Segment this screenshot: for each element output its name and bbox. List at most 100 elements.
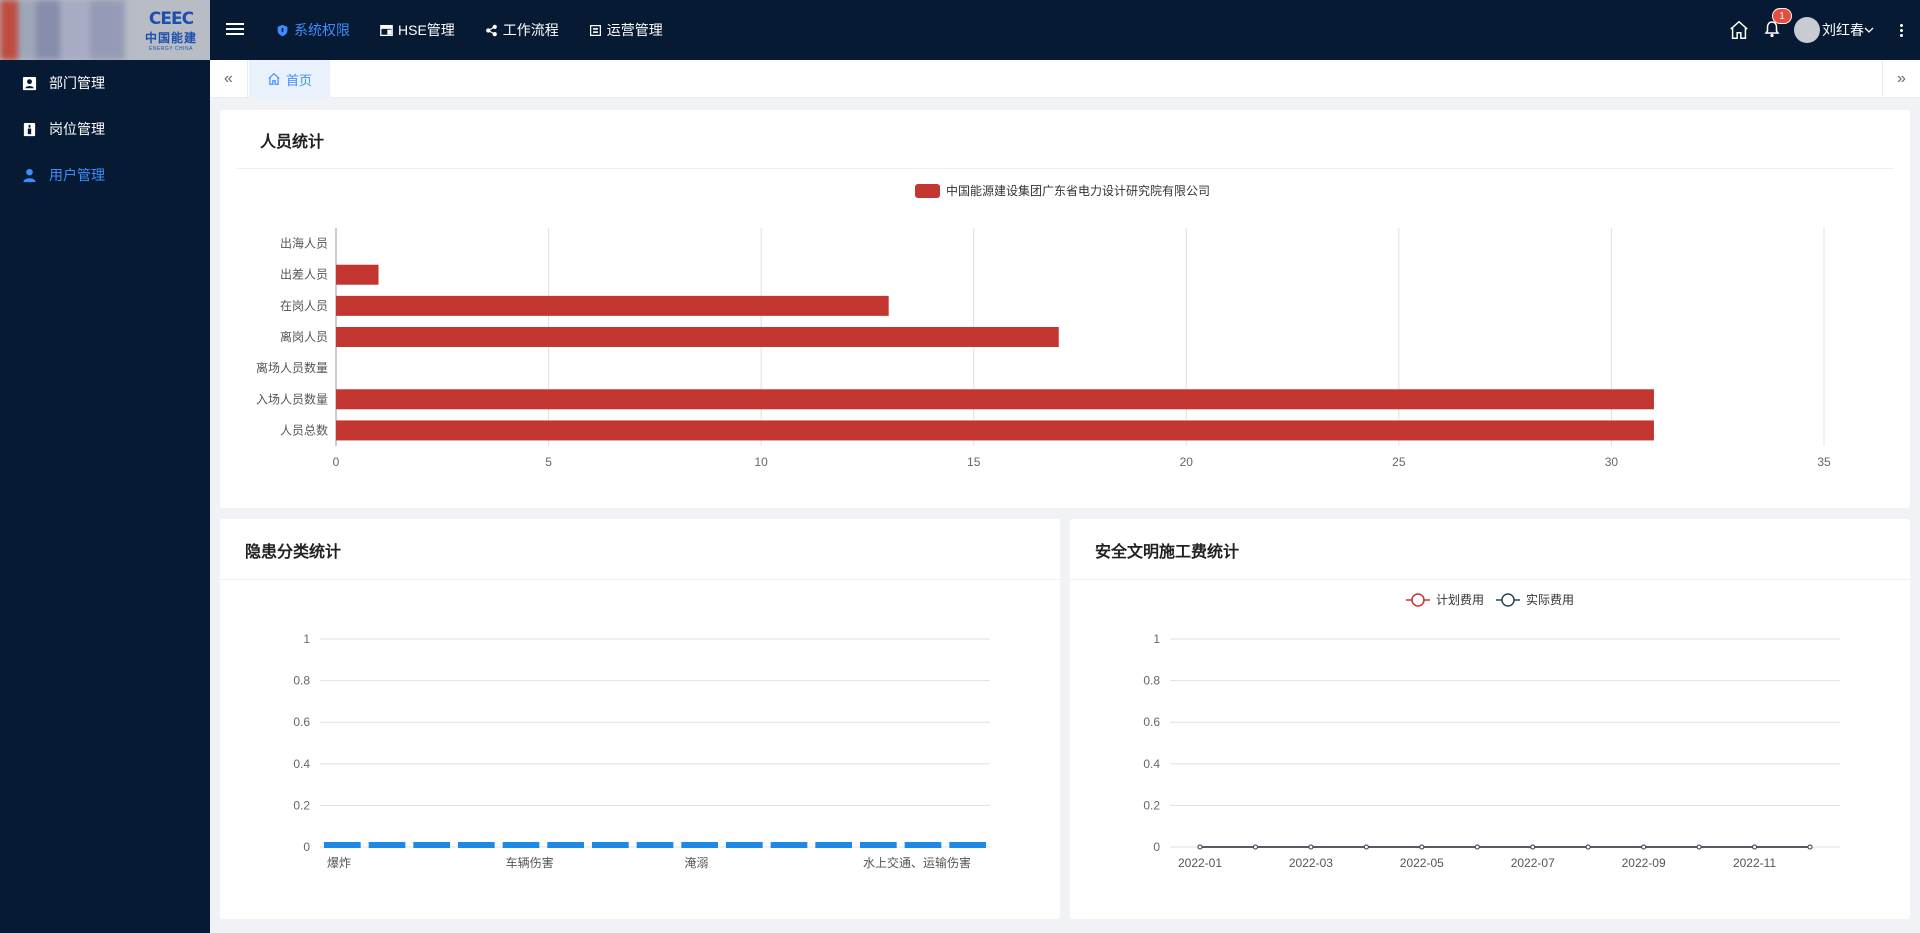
nav-item-label: 工作流程 bbox=[502, 22, 559, 38]
y-category-label: 出海人员 bbox=[280, 236, 328, 251]
sidebar-item-label: 岗位管理 bbox=[49, 121, 105, 137]
x-category-label: 车辆伤害 bbox=[506, 855, 554, 870]
tab-label: 首页 bbox=[286, 72, 313, 88]
bar bbox=[324, 842, 361, 848]
x-tick-label: 2022-07 bbox=[1511, 856, 1555, 870]
calendar-icon bbox=[589, 24, 601, 36]
y-tick-label: 0.8 bbox=[1143, 674, 1160, 688]
nav-item-system-permissions[interactable]: 系统权限 bbox=[276, 20, 350, 40]
data-point bbox=[1530, 844, 1536, 850]
y-tick-label: 0 bbox=[1153, 840, 1160, 854]
data-point bbox=[1308, 844, 1314, 850]
home-icon bbox=[268, 72, 280, 85]
x-tick-label: 10 bbox=[754, 455, 768, 469]
bar bbox=[636, 842, 674, 848]
position-icon bbox=[23, 122, 36, 136]
username: 刘红春 bbox=[1822, 22, 1864, 38]
nav-item-workflow[interactable]: 工作流程 bbox=[485, 20, 559, 40]
y-tick-label: 0.4 bbox=[1143, 757, 1160, 771]
bar bbox=[336, 295, 889, 316]
x-tick-label: 20 bbox=[1180, 455, 1194, 469]
card-title: 人员统计 bbox=[260, 134, 325, 151]
y-tick-label: 1 bbox=[303, 632, 310, 646]
share-icon bbox=[485, 24, 497, 36]
user-icon bbox=[23, 168, 36, 182]
y-tick-label: 0.2 bbox=[293, 798, 310, 812]
tabs-scroll-left-icon[interactable]: « bbox=[210, 60, 248, 98]
y-tick-label: 0.8 bbox=[293, 674, 310, 688]
divider bbox=[220, 579, 1060, 580]
personnel-bar-chart: 中国能源建设集团广东省电力设计研究院有限公司 0 5 10 15 20 25 30 35 出海人员… bbox=[256, 183, 1831, 469]
top-nav: 系统权限 HSE管理 工作流程 运营管理 bbox=[276, 0, 693, 60]
divider bbox=[1070, 579, 1910, 580]
bar bbox=[726, 842, 763, 848]
y-category-label: 离岗人员 bbox=[280, 329, 328, 344]
sidebar-item-label: 部门管理 bbox=[49, 75, 105, 91]
x-category-label: 爆炸 bbox=[327, 856, 351, 870]
legend-marker bbox=[1501, 593, 1515, 607]
legend-label: 中国能源建设集团广东省电力设计研究院有限公司 bbox=[946, 183, 1210, 198]
x-tick-label: 2022-11 bbox=[1733, 856, 1776, 870]
legend-marker bbox=[1411, 593, 1425, 607]
bar bbox=[336, 389, 1654, 410]
nav-item-operations[interactable]: 运营管理 bbox=[589, 20, 663, 40]
x-tick-label: 0 bbox=[333, 455, 340, 469]
menu-toggle-icon[interactable] bbox=[226, 20, 244, 38]
home-icon[interactable] bbox=[1728, 19, 1750, 41]
bar bbox=[949, 842, 986, 848]
company-logo[interactable]: CEEC 中国能建 ENERGY CHINA bbox=[0, 0, 210, 60]
header-tools: 1 刘红春 bbox=[1728, 0, 1920, 60]
nav-item-label: 系统权限 bbox=[294, 22, 350, 38]
chevron-down-icon bbox=[1864, 27, 1874, 33]
legend-label: 实际费用 bbox=[1526, 592, 1574, 607]
data-point bbox=[1585, 844, 1591, 850]
bar bbox=[458, 842, 495, 848]
bar bbox=[336, 327, 1059, 347]
sidebar: 部门管理 岗位管理 用户管理 bbox=[0, 60, 210, 933]
chart-legend[interactable]: 中国能源建设集团广东省电力设计研究院有限公司 bbox=[915, 183, 1210, 198]
cost-line-chart: 计划费用 实际费用 0 0.2 0.4 0.6 0.8 1 2022-01 2022-03 2022… bbox=[1143, 592, 1840, 870]
bar bbox=[592, 842, 629, 848]
department-icon bbox=[22, 76, 37, 90]
x-tick-label: 2022-09 bbox=[1622, 856, 1666, 870]
legend-swatch bbox=[915, 184, 940, 198]
y-tick-label: 0.4 bbox=[293, 757, 310, 771]
notification-button[interactable]: 1 bbox=[1764, 8, 1792, 40]
hazard-bar-chart: 0 0.2 0.4 0.6 0.8 1 爆炸 车辆伤害 淹溺 水上交通、运输伤害 bbox=[293, 632, 990, 870]
data-point bbox=[1752, 844, 1758, 850]
y-category-label: 在岗人员 bbox=[280, 299, 328, 313]
brand-en: CEEC bbox=[148, 9, 194, 29]
blurred-logo-area bbox=[0, 0, 125, 60]
x-tick-label: 15 bbox=[967, 455, 981, 469]
card-title: 隐患分类统计 bbox=[245, 544, 342, 561]
x-tick-label: 2022-05 bbox=[1400, 856, 1444, 870]
y-tick-label: 0.2 bbox=[1143, 798, 1160, 812]
brand-mark: CEEC 中国能建 ENERGY CHINA bbox=[140, 9, 202, 52]
y-tick-label: 0.6 bbox=[293, 715, 310, 729]
sidebar-item-position[interactable]: 岗位管理 bbox=[0, 106, 210, 152]
y-category-label: 出差人员 bbox=[280, 268, 328, 282]
x-category-label: 水上交通、运输伤害 bbox=[863, 855, 971, 870]
more-vertical-icon[interactable] bbox=[1900, 22, 1904, 39]
tab-home[interactable]: 首页 bbox=[249, 60, 331, 98]
bar bbox=[336, 264, 379, 285]
nav-item-hse[interactable]: HSE管理 bbox=[380, 20, 455, 40]
y-category-label: 离场人员数量 bbox=[256, 360, 328, 375]
data-point bbox=[1474, 844, 1480, 850]
shield-icon bbox=[277, 24, 288, 36]
tabs-scroll-right-icon[interactable]: » bbox=[1882, 60, 1920, 98]
x-category-label: 淹溺 bbox=[684, 856, 708, 870]
board-icon bbox=[380, 24, 393, 36]
sidebar-item-department[interactable]: 部门管理 bbox=[0, 60, 210, 106]
user-menu[interactable]: 刘红春 bbox=[1822, 20, 1874, 40]
brand-sub: ENERGY CHINA bbox=[149, 46, 193, 52]
y-tick-label: 0.6 bbox=[1143, 715, 1160, 729]
legend-label: 计划费用 bbox=[1436, 593, 1484, 607]
sidebar-item-users[interactable]: 用户管理 bbox=[0, 152, 210, 198]
personnel-stats-card: 人员统计 中国能源建设集团广东省电力设计研究院有限公司 0 5 10 15 20 25 30 3… bbox=[220, 110, 1910, 508]
chart-legend[interactable]: 计划费用 实际费用 bbox=[1406, 592, 1574, 607]
bar bbox=[815, 842, 852, 848]
divider bbox=[236, 168, 1894, 169]
avatar[interactable] bbox=[1794, 17, 1820, 43]
bar bbox=[413, 842, 450, 848]
